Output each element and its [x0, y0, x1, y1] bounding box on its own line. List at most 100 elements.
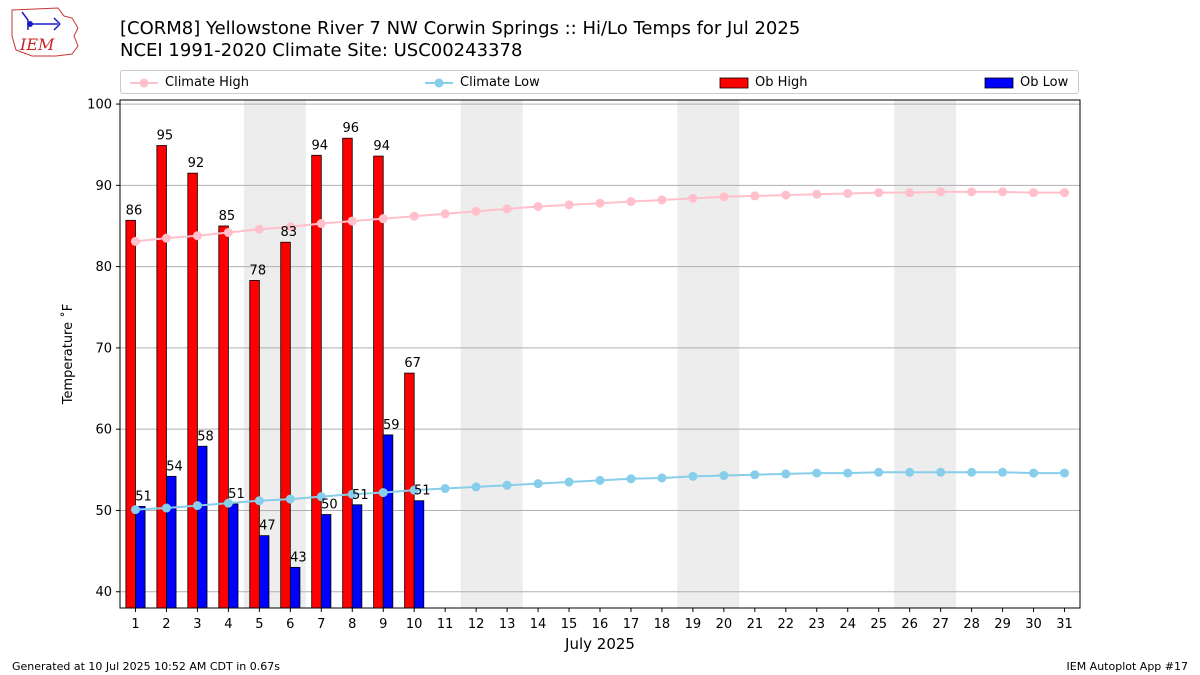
chart-title: [CORM8] Yellowstone River 7 NW Corwin Sp…	[120, 18, 801, 39]
climate-low-point	[750, 470, 760, 480]
climate-high-point	[347, 216, 357, 226]
x-tick-label: 29	[994, 617, 1011, 632]
x-tick-label: 7	[317, 617, 325, 632]
legend: Climate High Climate Low Ob High Ob Low	[120, 70, 1079, 94]
x-tick-label: 6	[286, 617, 294, 632]
x-tick-label: 18	[654, 617, 671, 632]
ob-low-bar	[166, 475, 177, 609]
climate-high-point	[967, 187, 977, 197]
x-axis-label: July 2025	[564, 635, 635, 653]
x-tick-label: 15	[561, 617, 578, 632]
climate-low-point	[657, 473, 667, 483]
ob-high-label: 96	[342, 121, 359, 136]
climate-low-point	[192, 501, 202, 511]
ob-high-bar	[125, 219, 136, 609]
climate-low-point	[874, 467, 884, 477]
generated-note: Generated at 10 Jul 2025 10:52 AM CDT in…	[12, 660, 280, 673]
x-tick-label: 22	[778, 617, 795, 632]
climate-low-point	[905, 467, 915, 477]
climate-low-point	[719, 471, 729, 481]
ob-high-bar	[218, 225, 229, 609]
ob-high-swatch	[719, 77, 749, 89]
climate-high-point	[595, 198, 605, 208]
climate-low-point	[316, 492, 326, 502]
climate-high-point	[378, 214, 388, 224]
ob-low-label: 51	[414, 484, 431, 499]
climate-high-point	[843, 188, 853, 198]
climate-high-point	[316, 219, 326, 229]
ob-low-bar	[320, 514, 332, 609]
ob-low-bar	[227, 503, 239, 609]
ob-high-label: 95	[157, 129, 174, 144]
climate-high-point	[874, 188, 884, 198]
climate-low-point	[161, 503, 171, 513]
x-tick-label: 10	[406, 617, 423, 632]
climate-high-point	[998, 187, 1008, 197]
weekend-shade	[677, 100, 740, 608]
climate-high-point	[254, 224, 264, 234]
x-tick-label: 12	[468, 617, 485, 632]
x-tick-label: 5	[255, 617, 263, 632]
ob-low-bar	[135, 505, 146, 609]
ob-low-label: 59	[383, 418, 400, 433]
ob-high-bar	[373, 155, 384, 609]
ob-low-bar	[413, 500, 425, 609]
x-tick-label: 2	[162, 617, 170, 632]
climate-high-point	[564, 200, 574, 210]
climate-high-point	[409, 211, 419, 221]
climate-low-point	[812, 468, 822, 478]
climate-low-point	[471, 482, 481, 492]
climate-high-point	[812, 189, 822, 199]
legend-label: Climate High	[165, 75, 250, 90]
ob-low-bar	[197, 445, 208, 609]
ob-low-label: 58	[197, 429, 214, 444]
climate-low-point	[967, 467, 977, 477]
x-tick-label: 26	[901, 617, 918, 632]
climate-low-point	[1029, 468, 1039, 478]
ob-low-label: 51	[352, 488, 369, 503]
y-tick-label: 80	[95, 260, 112, 275]
y-tick-label: 100	[87, 98, 112, 113]
x-tick-label: 27	[932, 617, 949, 632]
x-tick-label: 8	[348, 617, 356, 632]
x-tick-label: 21	[747, 617, 764, 632]
climate-low-point	[595, 475, 605, 485]
legend-label: Climate Low	[460, 75, 540, 90]
ob-high-bar	[249, 280, 260, 609]
ob-low-label: 51	[135, 489, 152, 504]
climate-low-point	[285, 494, 295, 504]
x-tick-label: 31	[1056, 617, 1073, 632]
climate-high-point	[533, 201, 543, 211]
climate-low-point	[502, 480, 512, 490]
climate-high-point	[781, 190, 791, 200]
climate-high-point	[626, 197, 636, 207]
app-credit: IEM Autoplot App #17	[1066, 660, 1189, 673]
climate-high-swatch	[130, 78, 158, 88]
x-tick-label: 3	[193, 617, 201, 632]
climate-low-point	[533, 479, 543, 489]
climate-low-swatch	[425, 78, 453, 88]
ob-low-bar	[258, 535, 270, 609]
climate-low-point	[223, 498, 233, 508]
ob-high-label: 83	[281, 225, 298, 240]
ob-low-bar	[351, 504, 363, 609]
ob-high-label: 67	[404, 356, 421, 371]
climate-high-point	[905, 188, 915, 198]
climate-low-point	[626, 474, 636, 484]
x-tick-label: 16	[592, 617, 609, 632]
x-tick-label: 9	[379, 617, 387, 632]
climate-high-point	[750, 191, 760, 201]
ob-high-label: 85	[219, 209, 236, 224]
x-tick-label: 13	[499, 617, 516, 632]
y-tick-label: 70	[95, 341, 112, 356]
ob-high-label: 86	[126, 203, 143, 218]
ob-low-label: 43	[290, 550, 307, 565]
climate-low-point	[378, 488, 388, 498]
x-tick-label: 30	[1025, 617, 1042, 632]
weekend-shade	[894, 100, 957, 608]
x-tick-label: 28	[963, 617, 980, 632]
weekend-shade	[460, 100, 523, 608]
temperature-chart: 4050607080901008695928578839496946751545…	[60, 98, 1081, 653]
x-tick-label: 11	[437, 617, 454, 632]
x-tick-label: 14	[530, 617, 547, 632]
